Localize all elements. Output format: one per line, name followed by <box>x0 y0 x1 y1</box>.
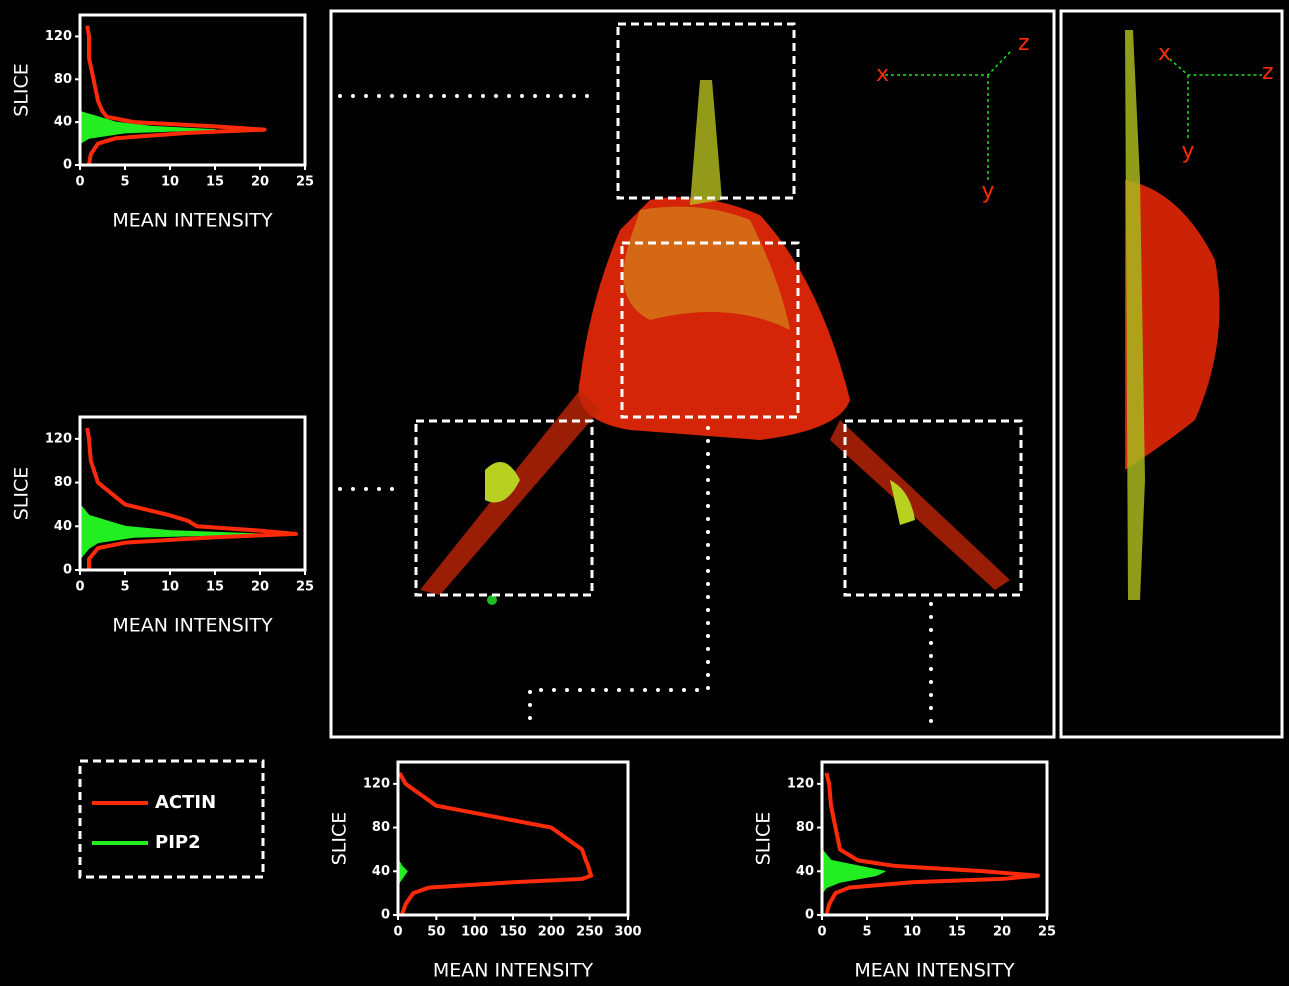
y-axis-label: SLICE <box>329 812 351 866</box>
y-tick-label: 80 <box>796 820 814 835</box>
legend-label: PIP2 <box>155 832 201 853</box>
x-tick-label: 0 <box>393 925 402 940</box>
x-tick-label: 10 <box>161 580 179 595</box>
x-tick-label: 100 <box>461 925 488 940</box>
x-tick-label: 10 <box>903 925 921 940</box>
x-tick-label: 15 <box>206 175 224 190</box>
axis-x: x <box>876 62 889 87</box>
x-tick-label: 300 <box>614 925 641 940</box>
x-tick-label: 150 <box>499 925 526 940</box>
y-tick-label: 80 <box>54 72 72 87</box>
x-tick-label: 25 <box>296 580 314 595</box>
x-tick-label: 0 <box>75 580 84 595</box>
x-tick-label: 20 <box>993 925 1011 940</box>
x-tick-label: 15 <box>948 925 966 940</box>
y-tick-label: 0 <box>63 563 72 578</box>
y-tick-label: 80 <box>372 820 390 835</box>
y-tick-label: 120 <box>363 776 390 791</box>
y-tick-label: 40 <box>54 115 72 130</box>
x-tick-label: 15 <box>206 580 224 595</box>
x-axis-label: MEAN INTENSITY <box>854 960 1015 982</box>
y-axis-label: SLICE <box>753 812 775 866</box>
axis-z: z <box>1018 31 1030 56</box>
x-tick-label: 25 <box>296 175 314 190</box>
x-axis-label: MEAN INTENSITY <box>433 960 594 982</box>
figure: x y z x y z ACTIN PIP2 05101520250408012… <box>0 0 1289 986</box>
x-tick-label: 0 <box>817 925 826 940</box>
axis-x: x <box>1158 41 1171 66</box>
axis-z: z <box>1262 60 1274 85</box>
y-tick-label: 0 <box>805 908 814 923</box>
x-tick-label: 20 <box>251 175 269 190</box>
legend-label: ACTIN <box>155 792 216 813</box>
y-tick-label: 120 <box>45 29 72 44</box>
x-tick-label: 5 <box>120 580 129 595</box>
axis-y: y <box>981 179 994 204</box>
y-tick-label: 0 <box>63 158 72 173</box>
y-tick-label: 120 <box>787 776 814 791</box>
x-tick-label: 5 <box>862 925 871 940</box>
x-tick-label: 50 <box>427 925 445 940</box>
y-axis-label: SLICE <box>11 467 33 521</box>
x-tick-label: 10 <box>161 175 179 190</box>
x-tick-label: 200 <box>538 925 565 940</box>
x-axis-label: MEAN INTENSITY <box>112 615 273 637</box>
y-axis-label: SLICE <box>11 63 33 117</box>
x-tick-label: 0 <box>75 175 84 190</box>
x-tick-label: 25 <box>1038 925 1056 940</box>
y-tick-label: 80 <box>54 475 72 490</box>
y-tick-label: 40 <box>796 864 814 879</box>
y-tick-label: 120 <box>45 431 72 446</box>
x-tick-label: 5 <box>120 175 129 190</box>
y-tick-label: 0 <box>381 908 390 923</box>
x-tick-label: 20 <box>251 580 269 595</box>
x-tick-label: 250 <box>576 925 603 940</box>
y-tick-label: 40 <box>54 519 72 534</box>
x-axis-label: MEAN INTENSITY <box>112 210 273 232</box>
axis-y: y <box>1181 139 1194 164</box>
y-tick-label: 40 <box>372 864 390 879</box>
